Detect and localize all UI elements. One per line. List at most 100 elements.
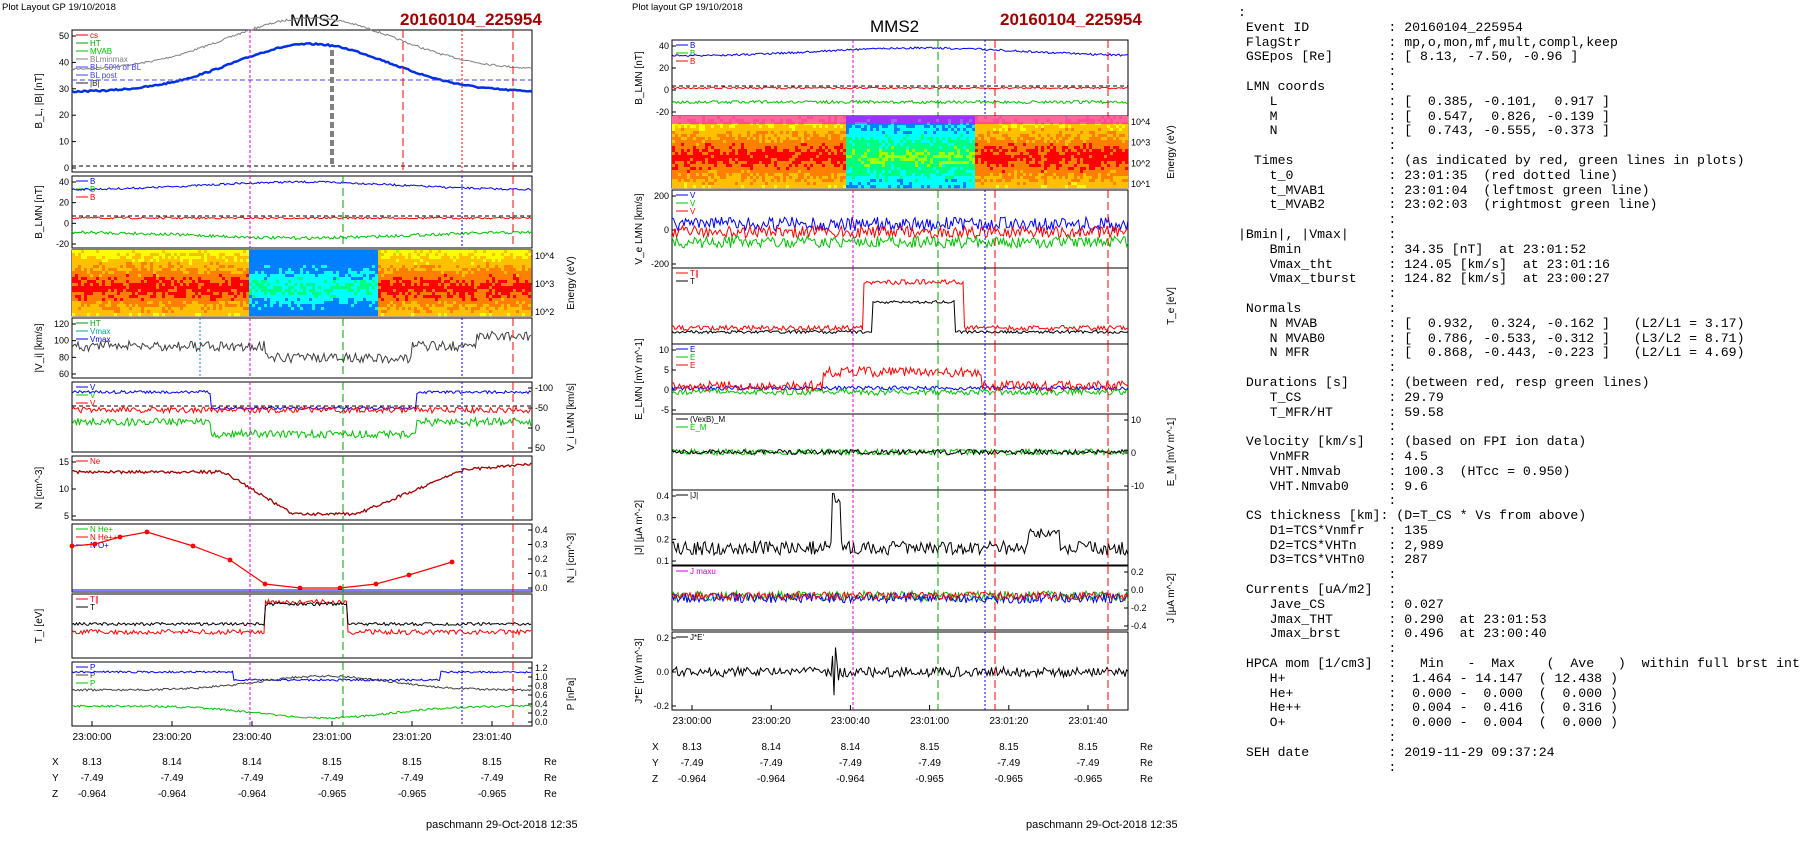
spectrogram-cell <box>441 292 445 296</box>
spectrogram-cell <box>255 289 259 293</box>
spectrogram-cell <box>744 128 748 132</box>
spectrogram-cell <box>804 128 808 132</box>
spectrogram-cell <box>372 292 376 296</box>
spectrogram-cell <box>75 304 79 308</box>
spectrogram-cell <box>399 298 403 302</box>
spectrogram-cell <box>699 125 703 129</box>
spectrogram-cell <box>267 262 271 266</box>
spectrogram-cell <box>111 283 115 287</box>
spectrogram-cell <box>492 301 496 305</box>
spectrogram-cell <box>303 289 307 293</box>
spectrogram-cell <box>180 310 184 314</box>
spectrogram-cell <box>216 295 220 299</box>
spectrogram-cell <box>318 268 322 272</box>
spectrogram-cell <box>240 295 244 299</box>
spectrogram-cell <box>459 250 463 254</box>
spectrogram-cell <box>486 274 490 278</box>
spectrogram-cell <box>768 161 772 165</box>
spectrogram-cell <box>423 277 427 281</box>
spectrogram-cell <box>708 149 712 153</box>
spectrogram-cell <box>774 179 778 183</box>
spectrogram-cell <box>102 283 106 287</box>
series-bn <box>671 86 1129 90</box>
spectrogram-cell <box>294 265 298 269</box>
spectrogram-cell <box>795 146 799 150</box>
spectrogram-cell <box>315 277 319 281</box>
spectrogram-cell <box>171 307 175 311</box>
spectrogram-cell <box>672 167 676 171</box>
spectrogram-cell <box>135 259 139 263</box>
spectrogram-cell <box>450 298 454 302</box>
spectrogram-cell <box>318 259 322 263</box>
spectrogram-cell <box>114 307 118 311</box>
spectrogram-cell <box>327 277 331 281</box>
spectrogram-cell <box>153 286 157 290</box>
spectrogram-cell <box>219 286 223 290</box>
spectrogram-cell <box>297 256 301 260</box>
spectrogram-cell <box>729 185 733 189</box>
spectrogram-cell <box>294 295 298 299</box>
spectrogram-cell <box>138 283 142 287</box>
spectrogram-cell <box>168 253 172 257</box>
spectrogram-cell <box>429 274 433 278</box>
spectrogram-cell <box>78 307 82 311</box>
spectrogram-cell <box>141 268 145 272</box>
spectrogram-cell <box>372 289 376 293</box>
spectrogram-cell <box>798 134 802 138</box>
spectrogram-cell <box>483 250 487 254</box>
spectrogram-cell <box>249 313 253 317</box>
spectrogram-cell <box>210 256 214 260</box>
spectrogram-cell <box>72 280 76 284</box>
spectrogram-cell <box>468 298 472 302</box>
spectrogram-cell <box>705 185 709 189</box>
spectrogram-cell <box>831 167 835 171</box>
spectrogram-cell <box>339 310 343 314</box>
spectrogram-cell <box>507 292 511 296</box>
spectrogram-cell <box>201 307 205 311</box>
spectrogram-cell <box>189 280 193 284</box>
spectrogram-cell <box>180 286 184 290</box>
coord-unit: Re <box>544 789 557 800</box>
spectrogram-cell <box>516 259 520 263</box>
spectrogram-cell <box>219 268 223 272</box>
spectrogram-cell <box>312 280 316 284</box>
spectrogram-cell <box>414 298 418 302</box>
spectrogram-cell <box>381 268 385 272</box>
spectrogram-cell <box>198 304 202 308</box>
spectrogram-cell <box>243 310 247 314</box>
spectrogram-cell <box>228 262 232 266</box>
spectrogram-cell <box>369 295 373 299</box>
spectrogram-cell <box>516 283 520 287</box>
spectrogram-cell <box>720 152 724 156</box>
spectrogram-cell <box>132 250 136 254</box>
spectrogram-cell <box>834 179 838 183</box>
spectrogram-cell <box>420 304 424 308</box>
spectrogram-cell <box>708 137 712 141</box>
spectrogram-cell <box>738 182 742 186</box>
spectrogram-cell <box>783 125 787 129</box>
spectrogram-cell <box>240 313 244 317</box>
spectrogram-cell <box>834 131 838 135</box>
spectrogram-cell <box>687 131 691 135</box>
spectrogram-cell <box>249 256 253 260</box>
spectrogram-cell <box>192 301 196 305</box>
spectrogram-cell <box>837 146 841 150</box>
spectrogram-cell <box>513 250 517 254</box>
spectrogram-cell <box>399 265 403 269</box>
spectrogram-cell <box>507 313 511 317</box>
spectrogram-cell <box>375 313 379 317</box>
spectrogram-cell <box>135 283 139 287</box>
spectrogram-cell <box>294 277 298 281</box>
spectrogram-cell <box>345 274 349 278</box>
spectrogram-cell <box>273 268 277 272</box>
spectrogram-cell <box>186 301 190 305</box>
spectrogram-cell <box>696 167 700 171</box>
spectrogram-cell <box>387 292 391 296</box>
spectrogram-cell <box>468 277 472 281</box>
spectrogram-cell <box>294 253 298 257</box>
spectrogram-cell <box>342 298 346 302</box>
spectrogram-cell <box>93 301 97 305</box>
spectrogram-cell <box>477 253 481 257</box>
spectrogram-cell <box>171 277 175 281</box>
series-ptot <box>71 704 532 720</box>
